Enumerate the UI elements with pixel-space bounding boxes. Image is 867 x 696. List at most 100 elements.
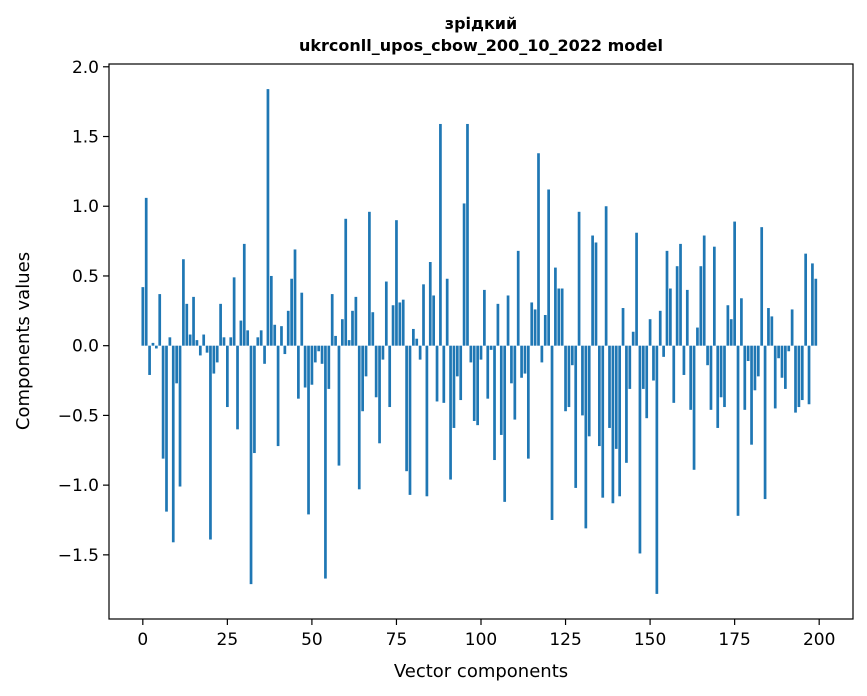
- bar: [648, 319, 652, 346]
- bar: [246, 330, 250, 346]
- x-tick-label: 125: [549, 630, 581, 650]
- y-axis-ticks: −1.5 −1.0 −0.5 0.0 0.5 1.0 1.5 2.0: [58, 58, 109, 566]
- bar: [276, 345, 280, 447]
- bar: [259, 330, 263, 346]
- bar: [462, 203, 466, 346]
- bar: [337, 345, 341, 466]
- bar: [486, 345, 490, 399]
- bar: [425, 345, 429, 497]
- bar: [303, 345, 307, 388]
- bar: [770, 316, 774, 346]
- bar: [165, 345, 168, 512]
- bar: [229, 337, 233, 346]
- bar: [151, 342, 155, 346]
- bar: [364, 345, 368, 377]
- bar: [161, 345, 165, 459]
- bar: [202, 334, 206, 346]
- bar: [330, 294, 334, 346]
- bar: [239, 320, 243, 346]
- bar: [381, 345, 385, 360]
- bar: [726, 305, 730, 346]
- bar: [476, 345, 479, 426]
- bar: [249, 345, 253, 585]
- bar: [723, 345, 726, 408]
- bar: [594, 242, 598, 346]
- bar: [334, 335, 337, 346]
- bar: [800, 345, 804, 401]
- bar: [662, 345, 665, 357]
- bar: [428, 262, 432, 346]
- bar: [689, 345, 693, 410]
- bar: [638, 345, 642, 554]
- bar: [256, 337, 260, 346]
- bar: [712, 246, 716, 346]
- bar: [445, 278, 449, 346]
- bar: [665, 250, 669, 346]
- bar: [567, 345, 571, 408]
- bar: [767, 308, 770, 346]
- bar: [178, 345, 182, 487]
- bar: [452, 345, 456, 428]
- y-tick-label: 0.0: [72, 337, 99, 357]
- bar: [388, 345, 392, 408]
- bar: [790, 309, 794, 346]
- bar: [340, 319, 344, 346]
- bar: [645, 345, 649, 419]
- bar: [557, 288, 561, 346]
- bar: [144, 197, 148, 346]
- x-tick-label: 50: [301, 630, 323, 650]
- bar: [483, 289, 486, 346]
- bar: [236, 345, 239, 430]
- bar: [232, 277, 236, 346]
- bar: [510, 345, 513, 384]
- bar: [344, 218, 348, 346]
- bar: [371, 312, 375, 346]
- bar: [209, 345, 212, 540]
- bar: [188, 334, 192, 346]
- bar: [489, 345, 493, 350]
- bar: [794, 345, 797, 413]
- bar: [313, 345, 317, 363]
- bar: [205, 345, 209, 353]
- bar: [560, 288, 564, 346]
- bar: [709, 345, 713, 410]
- bar: [395, 220, 398, 346]
- bar: [797, 345, 801, 408]
- bar: [581, 345, 584, 416]
- x-tick-label: 150: [634, 630, 666, 650]
- bar: [520, 345, 523, 378]
- bar: [412, 328, 415, 346]
- y-tick-label: 0.5: [72, 267, 99, 287]
- x-tick-label: 0: [137, 630, 148, 650]
- bar: [743, 345, 747, 410]
- bars-group: [141, 89, 818, 594]
- bar: [530, 302, 534, 346]
- bar: [269, 275, 273, 346]
- bar: [357, 345, 361, 490]
- bar: [459, 345, 463, 401]
- bar: [537, 153, 540, 346]
- bar: [185, 303, 189, 346]
- bar: [263, 345, 266, 364]
- bar: [516, 250, 520, 346]
- bar: [422, 284, 425, 346]
- bar: [733, 221, 736, 346]
- bar: [158, 294, 162, 346]
- bar: [692, 345, 696, 470]
- bar: [499, 345, 503, 435]
- bar: [601, 345, 605, 498]
- y-tick-label: −1.5: [58, 546, 99, 566]
- bar: [198, 345, 202, 356]
- bar: [763, 345, 767, 500]
- bar: [408, 345, 412, 495]
- bar: [672, 345, 676, 403]
- bar: [347, 340, 351, 346]
- bar: [570, 345, 574, 366]
- bar: [804, 253, 808, 346]
- bar: [675, 266, 679, 346]
- bar: [760, 227, 764, 346]
- bar: [293, 249, 297, 346]
- bar: [750, 345, 753, 445]
- bar: [533, 309, 537, 346]
- bar: [148, 345, 151, 375]
